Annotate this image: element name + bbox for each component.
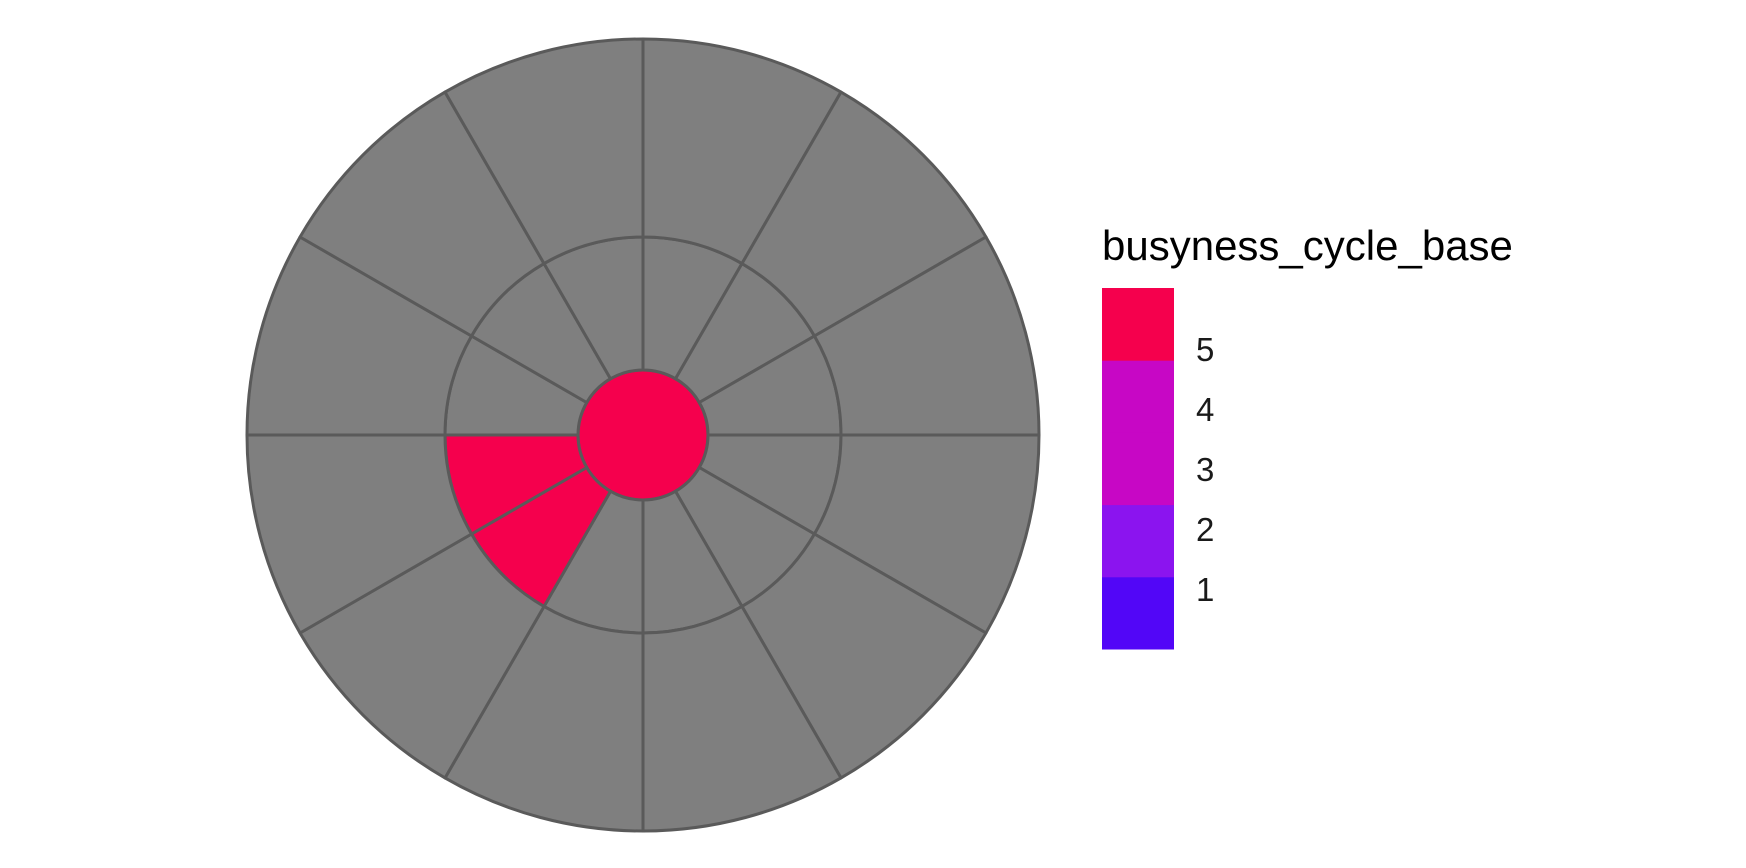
heatmap-cell-ring-2-sector-7 <box>298 532 546 780</box>
legend-label-2: 2 <box>1196 511 1214 548</box>
legend-label-4: 4 <box>1196 391 1214 428</box>
heatmap-cell-ring-2-sector-9 <box>245 235 474 437</box>
legend-color-segment-2 <box>1102 504 1174 578</box>
heatmap-cell-ring-2-sector-8 <box>245 433 474 635</box>
legend-label-5: 5 <box>1196 331 1214 368</box>
legend-labels: 5 4 3 2 1 <box>1196 331 1214 608</box>
legend-color-segment-4 <box>1102 360 1174 433</box>
heatmap-cell-ring-2-sector-4 <box>740 532 988 780</box>
heatmap-cell-ring-2-sector-3 <box>812 433 1041 635</box>
plot-area <box>245 37 1041 833</box>
legend: busyness_cycle_base 5 4 3 2 1 <box>1102 222 1513 650</box>
heatmap-cell-ring-2-sector-2 <box>812 235 1041 437</box>
legend-label-1: 1 <box>1196 571 1214 608</box>
heatmap-cell-ring-2-sector-5 <box>641 604 843 833</box>
legend-title: busyness_cycle_base <box>1102 222 1513 269</box>
legend-color-segment-5 <box>1102 288 1174 361</box>
legend-color-segment-1 <box>1102 576 1174 650</box>
heatmap-cell-ring-2-sector-1 <box>740 90 988 338</box>
heatmap-cell-ring-2-sector-0 <box>641 37 843 266</box>
heatmap-cell-ring-2-sector-6 <box>443 604 645 833</box>
legend-label-3: 3 <box>1196 451 1214 488</box>
heatmap-cell-ring-2-sector-11 <box>443 37 645 266</box>
heatmap-cell-ring-2-sector-10 <box>298 90 546 338</box>
legend-colorbar <box>1102 288 1174 650</box>
legend-color-segment-3 <box>1102 432 1174 506</box>
